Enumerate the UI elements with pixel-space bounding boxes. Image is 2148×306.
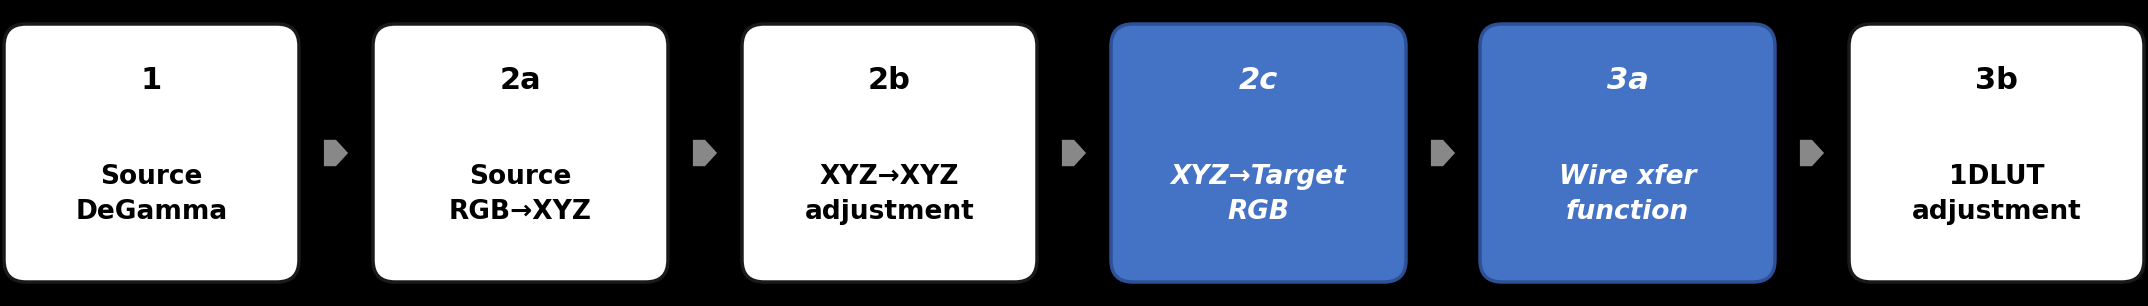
Polygon shape [324, 140, 348, 166]
Text: 3b: 3b [1974, 66, 2017, 95]
FancyBboxPatch shape [1480, 24, 1774, 282]
FancyBboxPatch shape [741, 24, 1037, 282]
Text: XYZ→XYZ
adjustment: XYZ→XYZ adjustment [806, 164, 975, 225]
Polygon shape [694, 140, 717, 166]
FancyBboxPatch shape [4, 24, 299, 282]
FancyBboxPatch shape [1111, 24, 1407, 282]
Text: Wire xfer
function: Wire xfer function [1559, 164, 1697, 225]
Text: 3a: 3a [1607, 66, 1648, 95]
Text: 1: 1 [142, 66, 161, 95]
FancyBboxPatch shape [374, 24, 668, 282]
Text: 1DLUT
adjustment: 1DLUT adjustment [1912, 164, 2081, 225]
Text: XYZ→Target
RGB: XYZ→Target RGB [1171, 164, 1347, 225]
Text: 2c: 2c [1239, 66, 1278, 95]
Text: Source
RGB→XYZ: Source RGB→XYZ [449, 164, 593, 225]
FancyBboxPatch shape [1849, 24, 2144, 282]
Text: 2b: 2b [868, 66, 911, 95]
Text: Source
DeGamma: Source DeGamma [75, 164, 228, 225]
Polygon shape [1800, 140, 1824, 166]
Polygon shape [1061, 140, 1087, 166]
Text: 2a: 2a [500, 66, 541, 95]
Polygon shape [1431, 140, 1454, 166]
